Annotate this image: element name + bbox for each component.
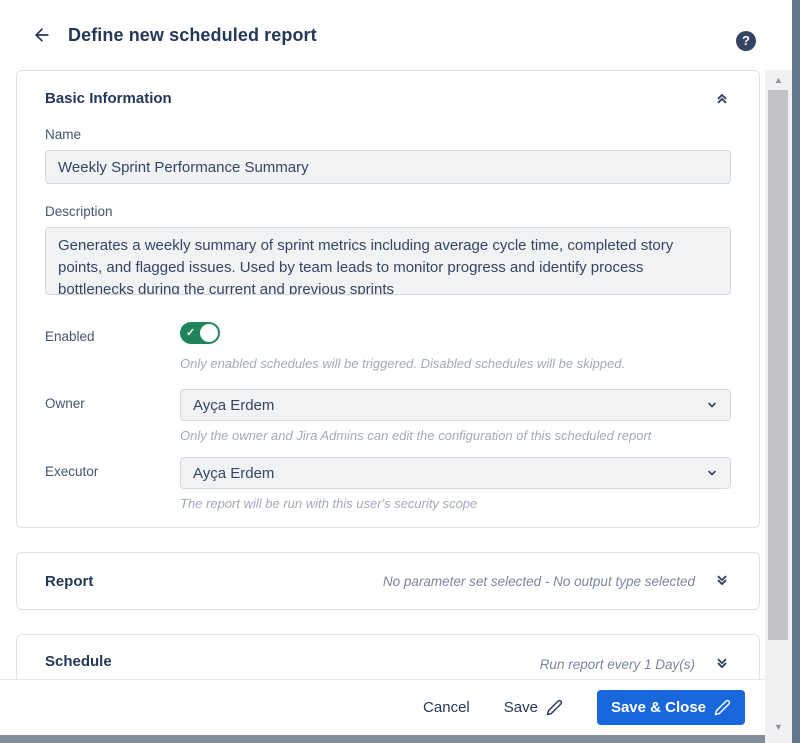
report-title: Report xyxy=(45,572,94,590)
save-label: Save xyxy=(503,699,538,716)
window-right-edge xyxy=(792,0,800,743)
expand-schedule-button[interactable] xyxy=(713,655,731,673)
help-button[interactable]: ? xyxy=(736,31,756,51)
scroll-up-arrow-icon[interactable]: ▲ xyxy=(774,75,783,85)
basic-information-title: Basic Information xyxy=(45,89,172,107)
chevron-down-icon xyxy=(706,399,718,411)
check-icon: ✓ xyxy=(186,327,196,339)
basic-information-card: Basic Information Name Description Gener… xyxy=(16,70,760,528)
save-button[interactable]: Save xyxy=(504,699,563,716)
cancel-button[interactable]: Cancel xyxy=(423,699,470,716)
pencil-icon xyxy=(546,699,563,716)
chevrons-down-icon xyxy=(715,574,729,588)
save-and-close-label: Save & Close xyxy=(610,699,706,716)
page-header: Define new scheduled report ? xyxy=(0,0,792,70)
description-input[interactable]: Generates a weekly summary of sprint met… xyxy=(45,227,731,295)
cancel-label: Cancel xyxy=(423,699,470,716)
question-mark-icon: ? xyxy=(742,33,750,48)
owner-select[interactable]: Ayça Erdem xyxy=(180,389,731,421)
main-content: Basic Information Name Description Gener… xyxy=(16,70,760,734)
executor-helper-text: The report will be run with this user's … xyxy=(180,496,478,511)
scrollbar-thumb[interactable] xyxy=(768,90,788,640)
chevrons-down-icon xyxy=(715,657,729,671)
arrow-left-icon xyxy=(32,25,52,45)
report-card: Report No parameter set selected - No ou… xyxy=(16,552,760,610)
enabled-toggle[interactable]: ✓ xyxy=(180,322,220,344)
chevron-down-icon xyxy=(706,467,718,479)
executor-selected-value: Ayça Erdem xyxy=(193,464,275,482)
window-bottom-edge xyxy=(0,735,765,743)
toggle-knob xyxy=(200,324,218,342)
collapse-section-button[interactable] xyxy=(713,89,731,107)
back-button[interactable] xyxy=(30,23,54,47)
executor-select[interactable]: Ayça Erdem xyxy=(180,457,731,489)
scroll-down-arrow-icon[interactable]: ▼ xyxy=(774,722,783,732)
page-title: Define new scheduled report xyxy=(68,24,317,45)
schedule-title: Schedule xyxy=(45,653,112,670)
name-input[interactable] xyxy=(45,150,731,184)
chevrons-up-icon xyxy=(715,91,729,105)
expand-report-button[interactable] xyxy=(713,572,731,590)
name-label: Name xyxy=(45,127,82,142)
description-label: Description xyxy=(45,204,113,219)
enabled-label: Enabled xyxy=(45,329,95,344)
save-and-close-button[interactable]: Save & Close xyxy=(596,690,745,725)
footer-action-bar: Cancel Save Save & Close xyxy=(0,679,765,735)
vertical-scrollbar[interactable]: ▲ ▼ xyxy=(765,70,792,743)
pencil-icon xyxy=(714,699,731,716)
owner-selected-value: Ayça Erdem xyxy=(193,396,275,414)
owner-helper-text: Only the owner and Jira Admins can edit … xyxy=(180,428,652,443)
report-status-text: No parameter set selected - No output ty… xyxy=(382,573,695,589)
enabled-helper-text: Only enabled schedules will be triggered… xyxy=(180,356,626,371)
schedule-status-text: Run report every 1 Day(s) xyxy=(539,656,695,672)
executor-label: Executor xyxy=(45,464,99,479)
owner-label: Owner xyxy=(45,396,85,411)
